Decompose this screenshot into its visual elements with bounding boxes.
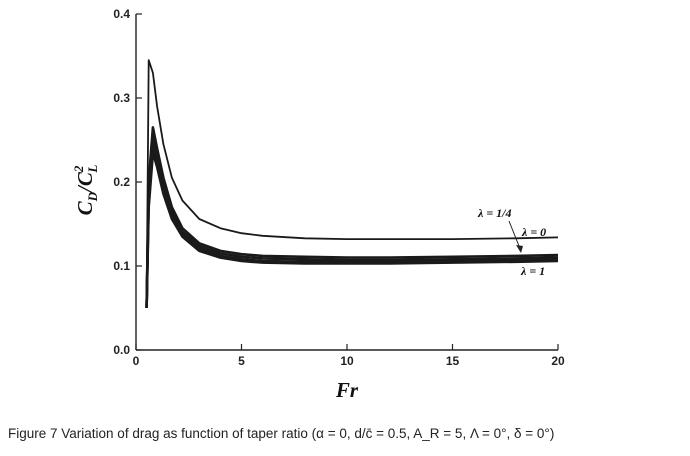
annotation-lambda-one: λ = 1 <box>520 264 545 278</box>
annotation-lambda-zero: λ = 0 <box>521 225 546 239</box>
y-tick-label: 0.0 <box>113 343 130 357</box>
svg-text:CD/C2L: CD/C2L <box>71 165 100 216</box>
y-tick-label: 0.2 <box>113 175 130 189</box>
series-group <box>145 59 559 309</box>
x-tick-label: 10 <box>340 354 354 368</box>
y-tick-label: 0.3 <box>113 91 130 105</box>
x-tick-label: 5 <box>238 354 245 368</box>
annotation-lambda-quarter: λ = 1/4 <box>477 206 512 220</box>
axes <box>135 14 558 351</box>
chart: 0 5 10 15 20 0.0 0.1 0.2 0.3 0.4 Fr CD/C2L λ = 1/… <box>71 7 565 402</box>
series-line-2 <box>145 126 559 309</box>
x-tick-label: 15 <box>446 354 460 368</box>
y-tick-label: 0.4 <box>113 7 130 21</box>
y-axis-title: CD/C2L <box>71 165 100 216</box>
x-tick-label: 20 <box>551 354 565 368</box>
series-line-1 <box>145 59 559 309</box>
y-tick-label: 0.1 <box>113 259 130 273</box>
figure-caption: Figure 7 Variation of drag as function o… <box>8 426 555 441</box>
series-line-5 <box>145 151 559 309</box>
series-line-3 <box>145 134 559 309</box>
x-axis-title: Fr <box>335 378 359 402</box>
annotation-arrowhead <box>516 245 523 253</box>
series-line-4 <box>145 142 559 309</box>
ticks: 0 5 10 15 20 0.0 0.1 0.2 0.3 0.4 <box>113 7 565 368</box>
x-tick-label: 0 <box>133 354 140 368</box>
